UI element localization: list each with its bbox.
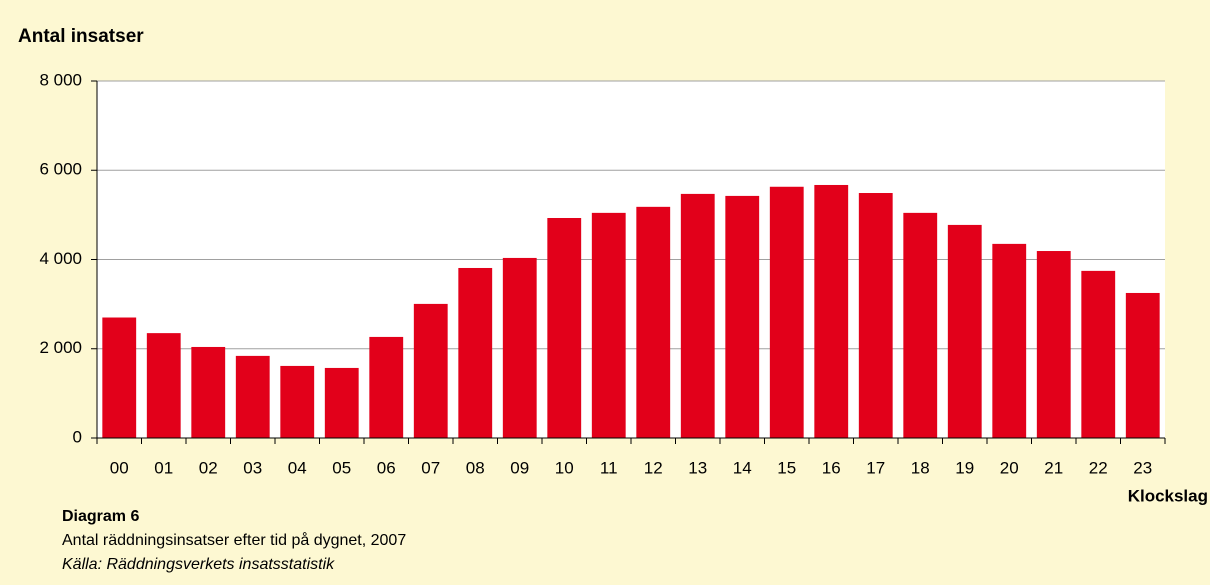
bar xyxy=(235,355,270,438)
x-tick-label: 10 xyxy=(555,458,574,477)
x-tick-label: 07 xyxy=(421,458,440,477)
bar xyxy=(1036,251,1071,438)
x-tick-label: 23 xyxy=(1133,458,1152,477)
bar xyxy=(547,217,582,438)
source: Källa: Räddningsverkets insatsstatistik xyxy=(62,556,335,573)
bar xyxy=(1081,270,1116,438)
bar xyxy=(769,186,804,438)
x-tick-label: 21 xyxy=(1044,458,1063,477)
x-tick-label: 11 xyxy=(600,458,618,477)
y-tick-label: 2 000 xyxy=(39,338,82,357)
bar xyxy=(947,224,982,438)
bar xyxy=(636,206,671,438)
x-tick-label: 13 xyxy=(688,458,707,477)
x-tick-label: 14 xyxy=(733,458,752,477)
y-tick-label: 4 000 xyxy=(39,249,82,268)
bar xyxy=(725,195,760,438)
x-tick-label: 03 xyxy=(243,458,262,477)
x-axis-label: Klockslag xyxy=(1128,486,1208,505)
bar xyxy=(502,257,537,438)
caption: Antal räddningsinsatser efter tid på dyg… xyxy=(62,531,406,549)
bar xyxy=(858,193,893,438)
bar xyxy=(324,367,359,438)
bar xyxy=(102,317,137,438)
bar xyxy=(146,333,181,438)
bar xyxy=(369,336,404,438)
bar xyxy=(413,303,448,438)
x-tick-label: 02 xyxy=(199,458,218,477)
y-tick-label: 0 xyxy=(73,427,82,446)
x-tick-label: 17 xyxy=(866,458,885,477)
x-tick-label: 19 xyxy=(955,458,974,477)
x-tick-label: 20 xyxy=(1000,458,1019,477)
bar xyxy=(814,184,849,438)
y-tick-label: 8 000 xyxy=(39,70,82,89)
bar xyxy=(280,365,315,438)
bar xyxy=(458,267,493,438)
x-tick-label: 18 xyxy=(911,458,930,477)
x-tick-label: 06 xyxy=(377,458,396,477)
x-tick-label: 05 xyxy=(332,458,351,477)
caption-title: Diagram 6 xyxy=(62,508,139,525)
x-tick-label: 01 xyxy=(154,458,173,477)
bar xyxy=(191,346,226,438)
x-tick-label: 08 xyxy=(466,458,485,477)
y-axis-label: Antal insatser xyxy=(18,26,144,47)
y-tick-label: 6 000 xyxy=(39,160,82,179)
x-tick-label: 04 xyxy=(288,458,307,477)
x-tick-label: 16 xyxy=(822,458,841,477)
bar xyxy=(591,212,626,438)
x-tick-label: 00 xyxy=(110,458,129,477)
x-tick-label: 09 xyxy=(510,458,529,477)
bar xyxy=(680,193,715,438)
x-tick-label: 15 xyxy=(777,458,796,477)
x-tick-label: 12 xyxy=(644,458,663,477)
bar xyxy=(992,243,1027,438)
x-tick-label: 22 xyxy=(1089,458,1108,477)
bar xyxy=(1125,292,1160,438)
bar xyxy=(903,212,938,438)
